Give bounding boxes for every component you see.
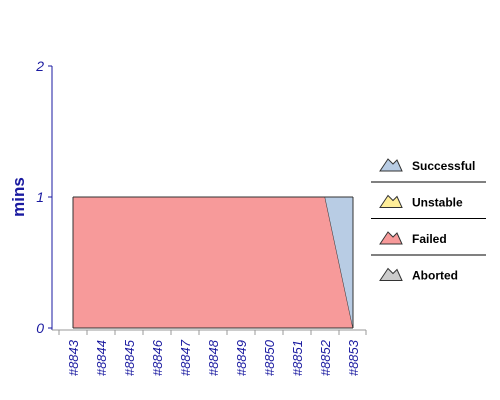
- axes-layer: [51, 66, 366, 331]
- x-tick-label: #8853: [346, 339, 361, 376]
- x-tick-label: #8851: [290, 340, 305, 376]
- y-tick-label: 0: [36, 320, 44, 336]
- x-tick-label: #8849: [234, 340, 249, 376]
- legend-item-failed: Failed: [379, 231, 447, 246]
- legend-label: Failed: [412, 232, 447, 246]
- legend-label: Unstable: [412, 196, 463, 210]
- y-axis-label: mins: [9, 177, 28, 217]
- x-tick-label: #8843: [66, 339, 81, 376]
- legend-swatch-icon: [379, 267, 403, 281]
- legend-label: Successful: [412, 159, 475, 173]
- legend-label: Aborted: [412, 269, 458, 283]
- x-tick-label: #8846: [150, 339, 165, 376]
- area-failed: [73, 197, 353, 328]
- x-tick-label: #8852: [318, 339, 333, 376]
- legend-swatch-icon: [379, 194, 403, 208]
- x-ticks: #8843 #8844 #8845 #8846 #8847 #8848 #8849 #8850…: [58, 330, 367, 376]
- areas-layer: [72, 196, 354, 329]
- y-tick-label: 1: [36, 189, 44, 205]
- x-tick-label: #8850: [262, 339, 277, 376]
- legend-item-aborted: Aborted: [379, 267, 458, 283]
- legend-swatch-icon: [379, 158, 403, 172]
- x-tick-label: #8848: [206, 339, 221, 376]
- legend: Successful Unstable Failed Aborted: [371, 158, 486, 283]
- y-ticks: 0 1 2: [35, 58, 52, 336]
- y-tick-label: 2: [35, 58, 44, 74]
- legend-item-successful: Successful: [379, 158, 475, 173]
- legend-swatch-icon: [379, 231, 403, 245]
- legend-item-unstable: Unstable: [379, 194, 463, 210]
- x-tick-label: #8847: [178, 339, 193, 376]
- x-tick-label: #8844: [94, 340, 109, 376]
- x-tick-label: #8845: [122, 339, 137, 376]
